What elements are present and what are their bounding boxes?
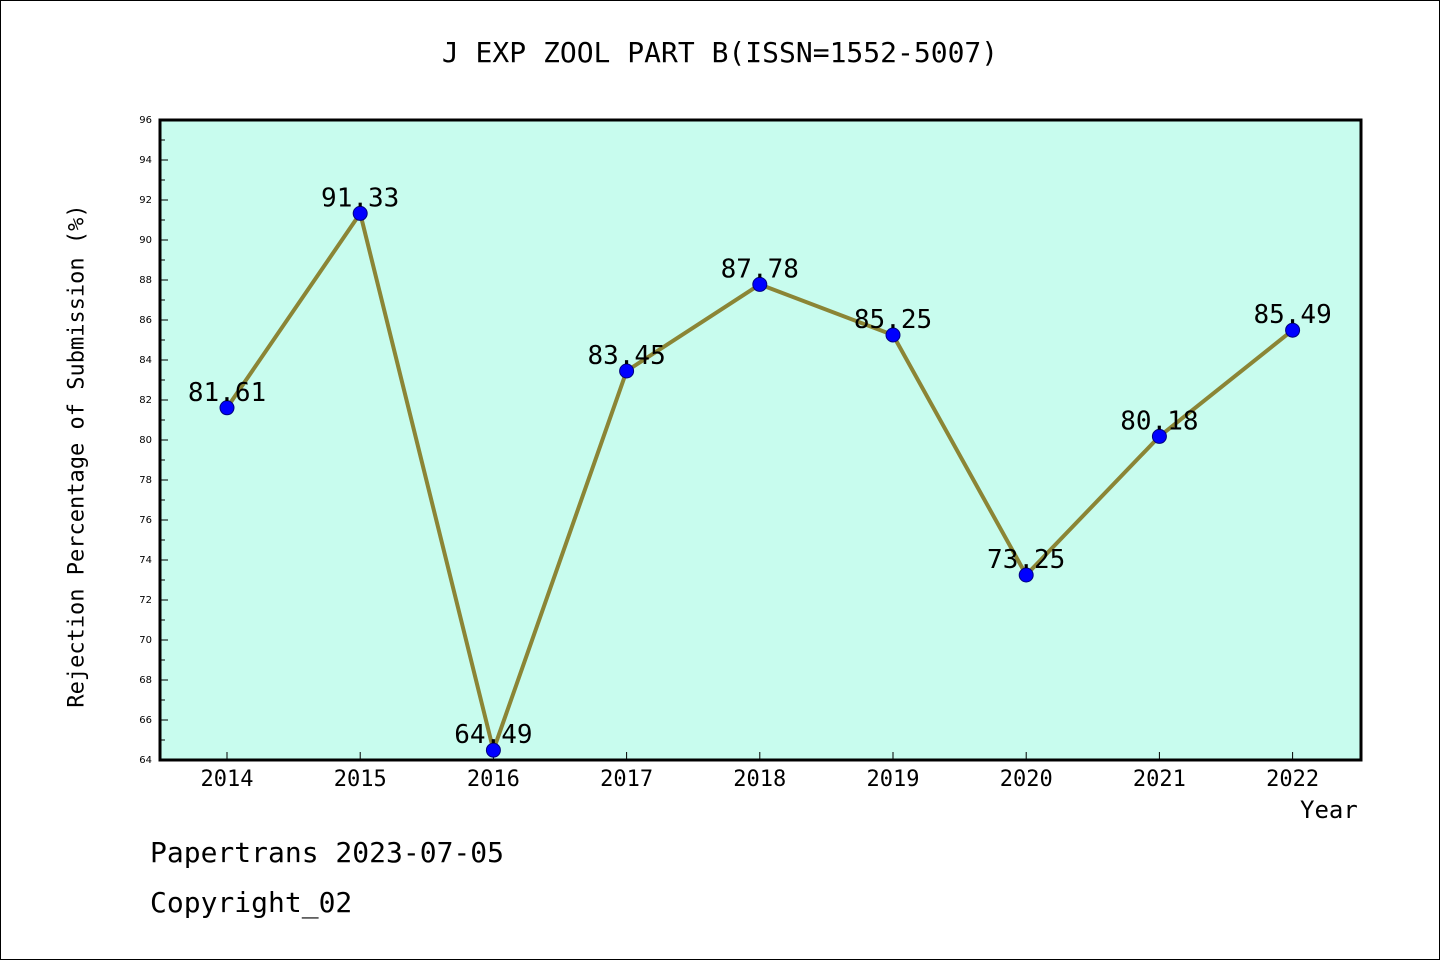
x-tick-label: 2019 bbox=[867, 767, 920, 792]
data-value-label: 91.33 bbox=[321, 183, 399, 213]
data-value-label: 85.49 bbox=[1253, 300, 1331, 330]
data-point bbox=[619, 363, 635, 379]
y-tick-label: 64 bbox=[139, 755, 152, 766]
y-axis-label: Rejection Percentage of Submission (%) bbox=[64, 204, 90, 708]
data-point bbox=[1151, 428, 1167, 444]
footer-copyright-text: Copyright_02 bbox=[150, 886, 353, 919]
x-axis: 2014 2015 2016 2017 2018 2019 2020 2021 2022 bbox=[201, 752, 1319, 792]
x-tick-label: 2017 bbox=[600, 767, 653, 792]
data-value-label: 87.78 bbox=[721, 254, 799, 284]
x-tick-label: 2021 bbox=[1133, 767, 1186, 792]
data-point bbox=[1285, 322, 1301, 338]
data-value-label: 64.49 bbox=[454, 720, 532, 750]
y-tick-label: 72 bbox=[139, 595, 152, 606]
y-tick-label: 76 bbox=[139, 515, 152, 526]
data-label-layer: 81.61 91.33 64.49 83.45 87.78 85.25 73.25 80.18… bbox=[188, 183, 1332, 750]
x-tick-label: 2018 bbox=[733, 767, 786, 792]
series-layer bbox=[219, 205, 1301, 758]
y-tick-label: 86 bbox=[139, 315, 152, 326]
x-tick-label: 2016 bbox=[467, 767, 520, 792]
data-value-label: 81.61 bbox=[188, 378, 266, 408]
y-tick-label: 70 bbox=[139, 635, 152, 646]
y-tick-label: 84 bbox=[139, 355, 152, 366]
y-axis: 64 66 68 70 72 74 76 78 80 82 84 86 88 90 92 94 96 bbox=[139, 115, 168, 766]
data-point bbox=[352, 205, 368, 221]
y-tick-label: 74 bbox=[139, 555, 152, 566]
data-point bbox=[752, 276, 768, 292]
x-tick-label: 2020 bbox=[1000, 767, 1053, 792]
y-tick-label: 66 bbox=[139, 715, 152, 726]
data-point bbox=[1018, 567, 1034, 583]
data-value-label: 80.18 bbox=[1120, 406, 1198, 436]
data-value-label: 85.25 bbox=[854, 305, 932, 335]
x-tick-label: 2015 bbox=[334, 767, 387, 792]
y-tick-label: 68 bbox=[139, 675, 152, 686]
x-tick-label: 2014 bbox=[201, 767, 254, 792]
y-tick-label: 92 bbox=[139, 195, 152, 206]
plot-area bbox=[158, 118, 1363, 762]
y-tick-label: 78 bbox=[139, 475, 152, 486]
chart-title: J EXP ZOOL PART B(ISSN=1552-5007) bbox=[441, 36, 999, 69]
data-value-label: 83.45 bbox=[587, 341, 665, 371]
data-point bbox=[219, 400, 235, 416]
y-tick-label: 82 bbox=[139, 395, 152, 406]
footer-date-text: Papertrans 2023-07-05 bbox=[150, 836, 505, 869]
y-tick-label: 90 bbox=[139, 235, 152, 246]
y-tick-label: 96 bbox=[139, 115, 152, 126]
data-point bbox=[885, 327, 901, 343]
y-tick-label: 94 bbox=[139, 155, 152, 166]
x-tick-label: 2022 bbox=[1266, 767, 1319, 792]
y-tick-label: 80 bbox=[139, 435, 152, 446]
y-tick-label: 88 bbox=[139, 275, 152, 286]
data-point bbox=[485, 742, 501, 758]
x-axis-label: Year bbox=[1300, 796, 1358, 824]
data-value-label: 73.25 bbox=[987, 545, 1065, 575]
